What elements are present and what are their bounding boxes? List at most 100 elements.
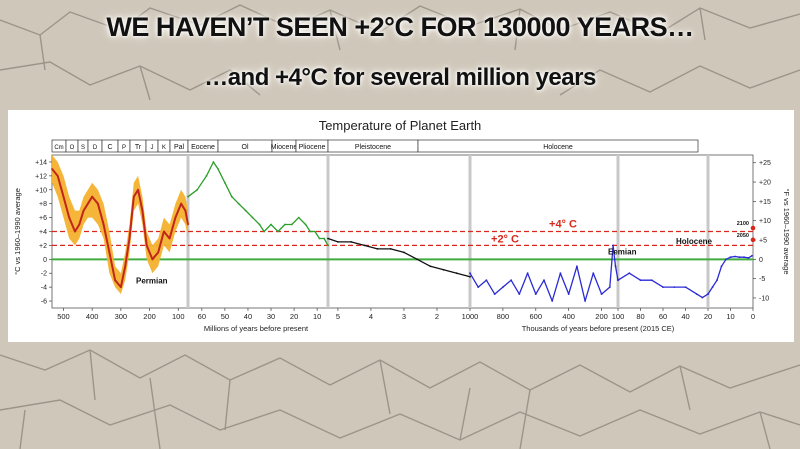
right-tick-label: -10 [759, 295, 769, 302]
series-point [108, 251, 111, 254]
series-point [97, 202, 99, 205]
annotation-permian: Permian [136, 277, 168, 286]
right-tick-label: +20 [759, 180, 771, 187]
series-line [327, 237, 471, 278]
projection-marker [750, 237, 756, 243]
x-axis: 500 400 300 200 100 60 50 40 30 20 10 5 4 3 2 1000 800 60… [57, 308, 755, 333]
series-point [743, 256, 745, 259]
segment-divider [616, 155, 620, 308]
series-point [662, 286, 664, 288]
x-tick-label: 2 [435, 312, 439, 321]
left-tick-label: +8 [39, 201, 47, 208]
series-point [337, 241, 339, 243]
projection-label: 2050 [737, 233, 749, 239]
x-tick-label: 4 [369, 312, 373, 321]
x-tick-label: 600 [530, 312, 543, 321]
series-point [477, 286, 480, 288]
series-point [244, 209, 247, 212]
series-point [124, 265, 127, 268]
x-tick-label: 20 [704, 312, 712, 321]
period-label: Miocene [271, 144, 298, 151]
left-tick-label: -4 [41, 285, 47, 292]
x-tick-label: 100 [612, 312, 625, 321]
period-label: J [151, 145, 154, 151]
period-label: Tr [135, 144, 142, 151]
series-point [157, 251, 160, 254]
left-tick-label: +14 [35, 159, 47, 166]
left-axis-title: °C vs 1960–1990 average [13, 188, 22, 275]
left-tick-label: +12 [35, 173, 47, 180]
series-point [429, 265, 432, 268]
series-point [82, 209, 85, 212]
right-tick-label: +5 [759, 238, 767, 245]
series-point [290, 223, 293, 226]
series-point [128, 237, 131, 240]
y-axes: +14+12+10+8+6+4+20-2-4-6+25+20+15+10+50-… [13, 159, 791, 305]
series-point [701, 296, 704, 299]
series-point [51, 168, 53, 170]
series-point [217, 168, 219, 170]
series-point [469, 275, 471, 278]
series-point [304, 223, 307, 226]
series-point [650, 279, 653, 282]
x-tick-label: 30 [267, 312, 275, 321]
x-tick-label: 3 [402, 312, 406, 321]
series-point [534, 293, 537, 295]
series-point [469, 272, 471, 275]
x-axis-title-millions: Millions of years before present [204, 324, 309, 333]
x-axis-title-thousands: Thousands of years before present (2015 … [522, 324, 675, 333]
annotation-eemian: Eemian [608, 247, 637, 256]
uncertainty-band [52, 155, 188, 295]
series-point [74, 230, 76, 233]
series-point [403, 251, 405, 254]
series-point [543, 279, 545, 282]
period-label: S [81, 145, 85, 151]
series-point [612, 244, 614, 247]
x-tick-label: 300 [115, 312, 128, 321]
series-line [469, 244, 619, 302]
series-point [559, 272, 562, 275]
x-tick-label: 200 [143, 312, 156, 321]
series-point [673, 286, 676, 288]
period-label: Pleistocene [355, 144, 391, 151]
period-label: Holocene [543, 144, 573, 151]
left-tick-label: -2 [41, 271, 47, 278]
right-tick-label: +15 [759, 199, 771, 206]
period-bar: Cm O S D C P Tr J K Pal Eocene Ol Miocene Pliocene Ple… [51, 139, 699, 153]
left-tick-label: +4 [39, 229, 47, 236]
x-tick-label: 20 [290, 312, 298, 321]
series-point [600, 293, 603, 295]
series-point [628, 272, 631, 275]
series-point [711, 286, 714, 288]
series-point [141, 209, 144, 212]
x-tick-label: 800 [497, 312, 510, 321]
series-point [187, 223, 189, 226]
left-tick-label: +10 [35, 187, 47, 194]
series-point [751, 254, 753, 257]
x-tick-label: 50 [221, 312, 229, 321]
chart-panel: Temperature of Planet Earth Cm O S D C P Tr J K P… [8, 110, 794, 342]
series-point [258, 223, 261, 226]
period-label: Pal [174, 144, 185, 151]
series-point [502, 286, 504, 288]
series-point [78, 223, 81, 226]
series-line [707, 255, 753, 295]
series-point [720, 265, 723, 268]
series-point [327, 237, 329, 240]
series-point [230, 195, 233, 198]
x-tick-label: 500 [57, 312, 70, 321]
projection-marker [750, 225, 756, 231]
series-point [485, 279, 488, 282]
series-point [87, 202, 89, 205]
series-point [350, 241, 352, 243]
series-point [551, 300, 554, 302]
series-point [196, 188, 199, 191]
series-point [729, 256, 732, 259]
x-tick-label: 400 [86, 312, 99, 321]
series-point [120, 286, 122, 288]
annotation-holocene: Holocene [676, 237, 713, 246]
period-label: P [122, 145, 126, 151]
period-label: D [93, 145, 98, 151]
headline-main: WE HAVEN’T SEEN +2°C FOR 130000 YEARS… [106, 12, 694, 42]
series-point [639, 279, 642, 282]
